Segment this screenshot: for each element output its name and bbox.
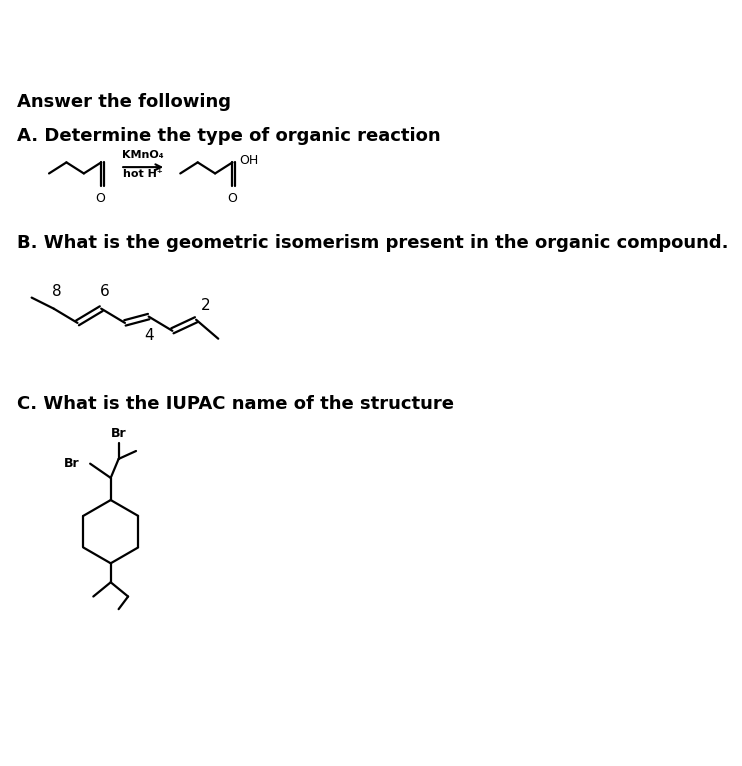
Text: Answer the following: Answer the following: [17, 93, 232, 111]
Text: O: O: [227, 192, 237, 205]
Text: hot H⁺: hot H⁺: [123, 169, 163, 178]
Text: O: O: [96, 192, 105, 205]
Text: Br: Br: [111, 427, 126, 440]
Text: 4: 4: [144, 328, 154, 342]
Text: 2: 2: [201, 299, 211, 313]
Text: 8: 8: [52, 284, 62, 300]
Text: Br: Br: [64, 457, 79, 470]
Text: B. What is the geometric isomerism present in the organic compound.: B. What is the geometric isomerism prese…: [17, 234, 729, 251]
Text: A. Determine the type of organic reaction: A. Determine the type of organic reactio…: [17, 127, 441, 145]
Text: OH: OH: [239, 153, 258, 166]
Text: 6: 6: [99, 284, 109, 300]
Text: C. What is the IUPAC name of the structure: C. What is the IUPAC name of the structu…: [17, 394, 454, 413]
Text: KMnO₄: KMnO₄: [122, 150, 164, 160]
